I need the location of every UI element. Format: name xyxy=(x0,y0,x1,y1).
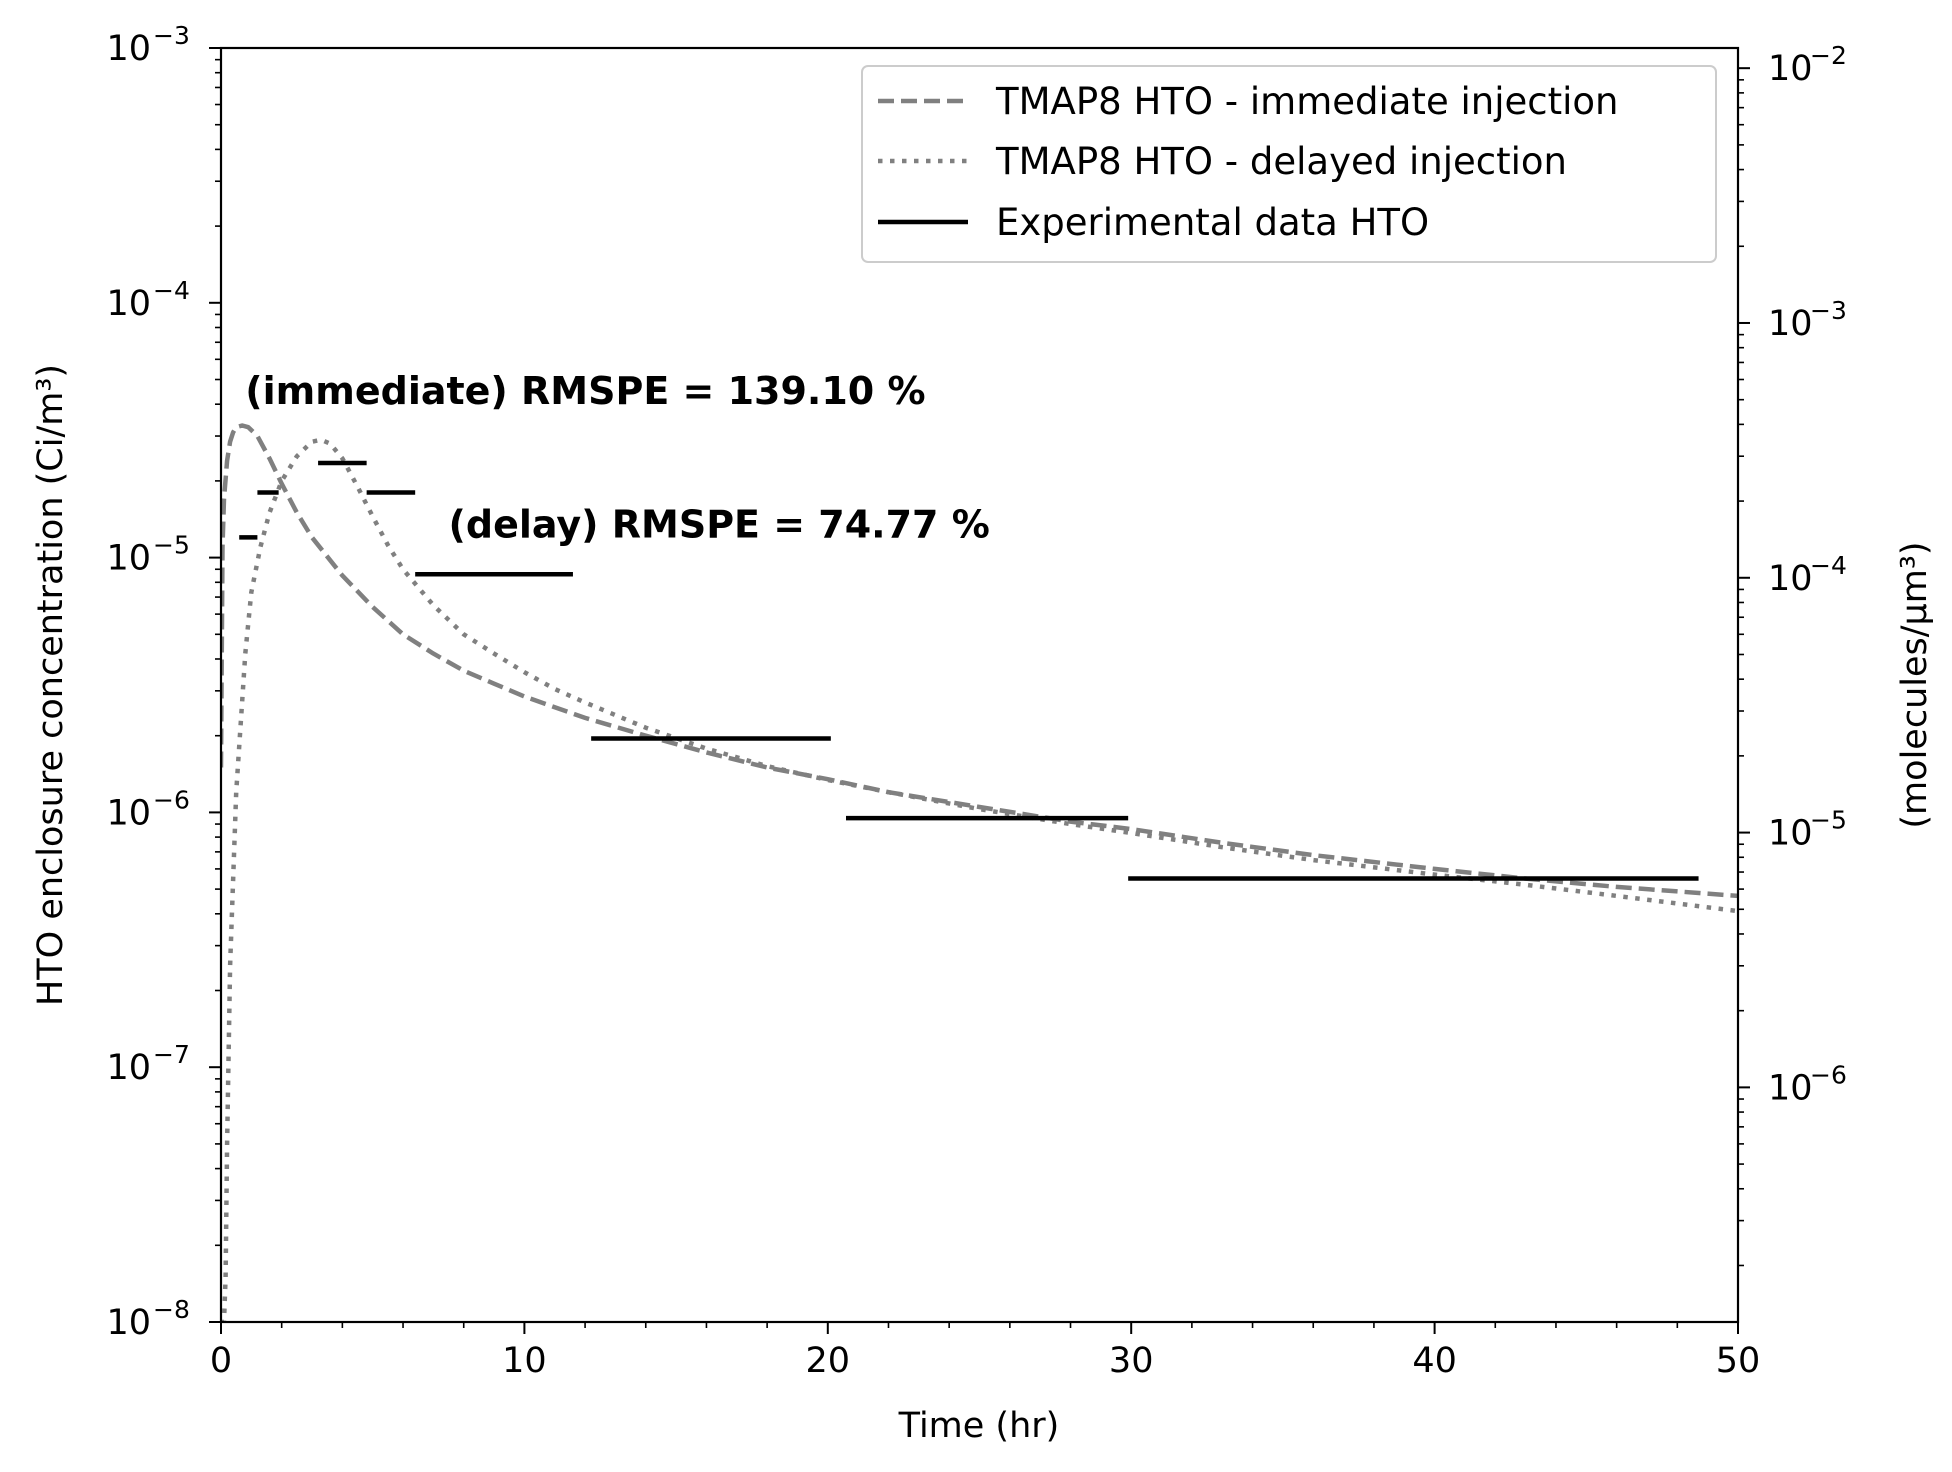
series-line-1 xyxy=(221,437,1738,1322)
y-left-tick-exponent: −7 xyxy=(153,1040,190,1069)
y-right-tick-label: 10 xyxy=(1768,49,1813,89)
y-left-tick-label: 10 xyxy=(106,1048,151,1088)
y-right-tick-label: 10 xyxy=(1768,304,1813,344)
y-left-tick-exponent: −5 xyxy=(153,531,190,560)
legend-box xyxy=(861,65,1717,263)
x-tick-label: 10 xyxy=(502,1341,547,1381)
x-tick-label: 50 xyxy=(1716,1341,1761,1381)
y-left-tick-label: 10 xyxy=(106,1303,151,1343)
y-right-tick-exponent: −6 xyxy=(1810,1060,1847,1089)
y-axis-label-left: HTO enclosure concentration (Ci/m³) xyxy=(31,364,71,1006)
y-left-tick-exponent: −6 xyxy=(153,785,190,814)
annotations: (immediate) RMSPE = 139.10 % (delay) RMS… xyxy=(245,369,990,546)
series-layer xyxy=(221,423,1738,1322)
series-line-0 xyxy=(221,423,1738,899)
annotation-immediate-rmspe: (immediate) RMSPE = 139.10 % xyxy=(245,369,925,413)
annotation-delay-rmspe: (delay) RMSPE = 74.77 % xyxy=(449,502,990,546)
x-tick-label: 0 xyxy=(210,1341,232,1381)
legend-label-experimental: Experimental data HTO xyxy=(996,201,1429,244)
legend-label-delayed: TMAP8 HTO - delayed injection xyxy=(995,140,1567,183)
y-left-tick-label: 10 xyxy=(106,29,151,69)
y-left-tick-exponent: −4 xyxy=(153,276,190,305)
x-tick-label: 30 xyxy=(1109,1341,1154,1381)
y-right-tick-label: 10 xyxy=(1768,559,1813,599)
y-right-tick-exponent: −2 xyxy=(1810,41,1847,70)
y-left-tick-exponent: −3 xyxy=(153,21,190,50)
x-axis-label: Time (hr) xyxy=(898,1406,1060,1446)
y-left-tick-label: 10 xyxy=(106,793,151,833)
x-tick-label: 20 xyxy=(806,1341,851,1381)
y-right-tick-exponent: −4 xyxy=(1810,551,1847,580)
y-right-tick-exponent: −3 xyxy=(1810,296,1847,325)
y-left-tick-label: 10 xyxy=(106,284,151,324)
x-tick-label: 40 xyxy=(1412,1341,1457,1381)
plot-frame xyxy=(219,46,1740,1324)
y-right-tick-exponent: −5 xyxy=(1810,806,1847,835)
legend: TMAP8 HTO - immediate injection TMAP8 HT… xyxy=(861,65,1717,263)
y-left-tick-exponent: −8 xyxy=(153,1295,190,1324)
y-axis-label-right: (molecules/μm³) xyxy=(1895,541,1935,828)
legend-label-immediate: TMAP8 HTO - immediate injection xyxy=(995,80,1618,123)
y-right-tick-label: 10 xyxy=(1768,1068,1813,1108)
y-left-tick-label: 10 xyxy=(106,539,151,579)
y-right-tick-label: 10 xyxy=(1768,814,1813,854)
